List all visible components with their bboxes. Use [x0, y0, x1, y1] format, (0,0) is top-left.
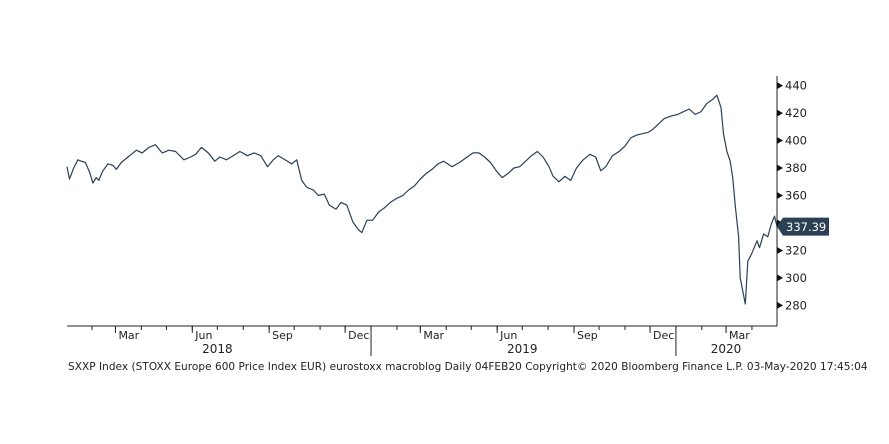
y-tick-mark	[777, 164, 783, 172]
y-axis: 280300320340360380400420440	[777, 79, 807, 312]
y-tick-mark	[777, 109, 783, 117]
y-tick-label: 360	[785, 189, 807, 203]
x-axis: Mar Jun Sep Dec Mar Jun Sep Dec Mar 2018 2019 2020	[91, 326, 753, 356]
series-line-0	[66, 94, 778, 305]
y-tick-label: 380	[785, 161, 807, 175]
last-value-label: 337.39	[786, 220, 826, 234]
x-tick-label: Dec	[348, 329, 369, 342]
y-tick-mark	[777, 301, 783, 309]
x-tick-label: Mar	[729, 329, 750, 342]
year-label: 2019	[507, 342, 538, 356]
last-value-box	[777, 217, 829, 236]
plot-area	[66, 94, 778, 305]
y-tick-mark	[777, 246, 783, 254]
y-tick-label: 300	[785, 271, 807, 285]
year-label: 2018	[202, 342, 233, 356]
y-tick-mark	[777, 82, 783, 90]
x-tick-label: Dec	[653, 329, 674, 342]
y-tick-mark	[777, 192, 783, 200]
y-tick-mark	[777, 137, 783, 145]
x-tick-label: Mar	[423, 329, 444, 342]
y-tick-mark	[777, 274, 783, 282]
y-tick-label: 400	[785, 134, 807, 148]
x-tick-label: Sep	[577, 329, 598, 342]
last-value-badge: 337.39	[777, 217, 829, 236]
y-tick-label: 320	[785, 243, 807, 257]
y-tick-label: 280	[785, 298, 807, 312]
chart-footer: SXXP Index (STOXX Europe 600 Price Index…	[68, 361, 868, 373]
x-tick-label: Jun	[499, 329, 517, 342]
x-tick-label: Mar	[118, 329, 139, 342]
y-tick-label: 420	[785, 106, 807, 120]
year-label: 2020	[711, 342, 742, 356]
x-tick-label: Jun	[194, 329, 212, 342]
x-tick-label: Sep	[272, 329, 293, 342]
y-tick-label: 440	[785, 79, 807, 93]
